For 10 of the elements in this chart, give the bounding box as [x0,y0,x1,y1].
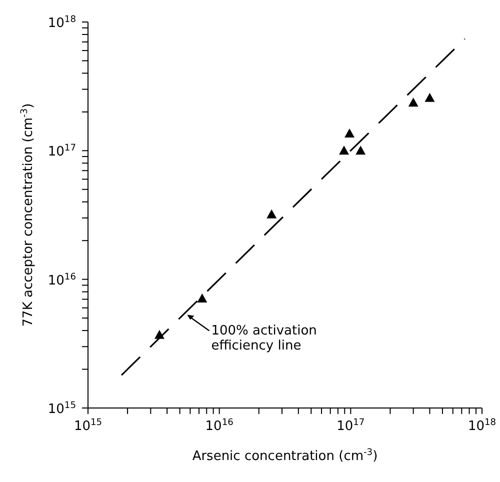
y-tick-label: 10$^{18}$ [48,15,76,31]
x-tick-label: 10$^{16}$ [205,418,234,434]
x-tick-label: 10$^{17}$ [336,418,365,434]
y-tick-label: 10$^{16}$ [48,272,76,288]
annotation: 100% activation efficiency line [211,324,317,354]
y-tick-label: 10$^{15}$ [48,401,76,417]
x-axis-title: Arsenic concentration (cm$^{-3}$) [192,448,378,464]
x-tick-label: 10$^{18}$ [468,418,496,434]
y-tick-label: 10$^{17}$ [48,144,76,160]
x-tick-label: 10$^{15}$ [74,418,102,434]
